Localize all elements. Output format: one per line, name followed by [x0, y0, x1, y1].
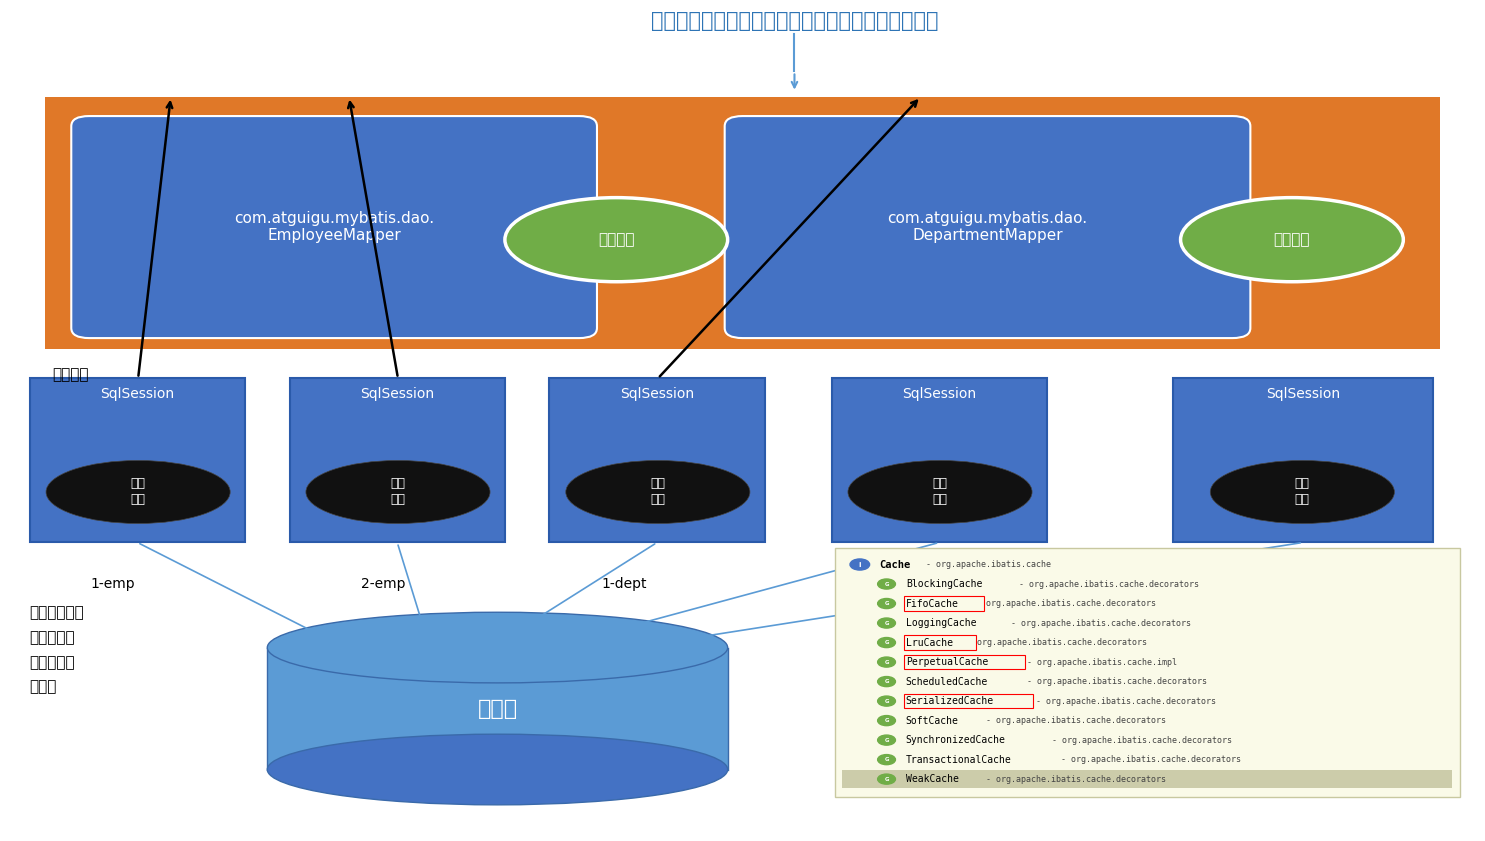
Text: G: G — [884, 659, 890, 664]
Text: 二级缓存: 二级缓存 — [1274, 232, 1310, 247]
Polygon shape — [267, 648, 728, 770]
Ellipse shape — [848, 461, 1032, 523]
FancyBboxPatch shape — [30, 378, 245, 542]
Circle shape — [878, 774, 895, 784]
Text: 新会话进入会先去查找二级缓存中是否有对应的数据: 新会话进入会先去查找二级缓存中是否有对应的数据 — [650, 11, 939, 31]
Text: TransactionalCache: TransactionalCache — [906, 754, 1011, 764]
Ellipse shape — [566, 461, 750, 523]
Circle shape — [878, 735, 895, 745]
Text: G: G — [884, 640, 890, 645]
FancyBboxPatch shape — [549, 378, 765, 542]
Circle shape — [878, 579, 895, 589]
FancyBboxPatch shape — [45, 97, 1440, 349]
Circle shape — [878, 696, 895, 706]
Text: G: G — [884, 601, 890, 606]
Text: G: G — [884, 738, 890, 743]
Text: 1-dept: 1-dept — [601, 578, 646, 591]
Text: - org.apache.ibatis.cache.decorators: - org.apache.ibatis.cache.decorators — [980, 775, 1166, 784]
Text: LruCache: LruCache — [906, 637, 953, 648]
Text: ScheduledCache: ScheduledCache — [906, 676, 988, 686]
Text: PerpetualCache: PerpetualCache — [906, 657, 988, 667]
Text: 缓存的顺序：
二级缓存；
一级缓存：
数据库: 缓存的顺序： 二级缓存； 一级缓存： 数据库 — [30, 606, 85, 695]
Ellipse shape — [1181, 198, 1403, 282]
Text: 1-emp: 1-emp — [91, 578, 135, 591]
Text: SqlSession: SqlSession — [903, 387, 976, 401]
FancyBboxPatch shape — [1173, 378, 1433, 542]
Text: WeakCache: WeakCache — [906, 774, 959, 784]
Circle shape — [849, 559, 870, 570]
Text: - org.apache.ibatis.cache.impl: - org.apache.ibatis.cache.impl — [1022, 658, 1178, 667]
Ellipse shape — [46, 461, 230, 523]
Text: SqlSession: SqlSession — [361, 387, 434, 401]
Text: 一级
缓存: 一级 缓存 — [391, 478, 405, 506]
Ellipse shape — [306, 461, 490, 523]
Text: - org.apache.ibatis.cache.decorators: - org.apache.ibatis.cache.decorators — [1031, 696, 1216, 706]
Circle shape — [878, 716, 895, 726]
Ellipse shape — [1210, 461, 1394, 523]
Ellipse shape — [505, 198, 728, 282]
FancyBboxPatch shape — [290, 378, 505, 542]
Text: G: G — [884, 718, 890, 723]
FancyBboxPatch shape — [835, 548, 1460, 797]
Text: 2-emp: 2-emp — [361, 578, 405, 591]
Text: SqlSession: SqlSession — [1267, 387, 1339, 401]
Text: SoftCache: SoftCache — [906, 716, 959, 726]
Circle shape — [878, 618, 895, 628]
Text: - org.apache.ibatis.cache.decorators: - org.apache.ibatis.cache.decorators — [1047, 736, 1233, 744]
Text: FifoCache: FifoCache — [906, 599, 959, 609]
Ellipse shape — [267, 612, 728, 683]
Text: - org.apache.ibatis.cache: - org.apache.ibatis.cache — [921, 560, 1051, 569]
Text: 数据库: 数据库 — [477, 699, 518, 718]
Text: org.apache.ibatis.cache.decorators: org.apache.ibatis.cache.decorators — [973, 638, 1148, 647]
Text: com.atguigu.mybatis.dao.
EmployeeMapper: com.atguigu.mybatis.dao. EmployeeMapper — [235, 211, 434, 243]
Text: 一级
缓存: 一级 缓存 — [1295, 478, 1310, 506]
Text: BlockingCache: BlockingCache — [906, 579, 982, 589]
Text: 一级
缓存: 一级 缓存 — [650, 478, 665, 506]
Text: G: G — [884, 776, 890, 781]
Text: 二级缓存: 二级缓存 — [598, 232, 634, 247]
FancyBboxPatch shape — [842, 770, 1452, 788]
FancyBboxPatch shape — [71, 116, 597, 338]
Circle shape — [878, 676, 895, 686]
Text: SqlSession: SqlSession — [101, 387, 174, 401]
Text: Cache: Cache — [879, 559, 910, 569]
Text: G: G — [884, 757, 890, 762]
Circle shape — [878, 599, 895, 609]
Text: org.apache.ibatis.cache.decorators: org.apache.ibatis.cache.decorators — [980, 599, 1155, 608]
Circle shape — [878, 637, 895, 648]
Text: 会话关闭: 会话关闭 — [52, 367, 89, 382]
Text: G: G — [884, 581, 890, 586]
Text: G: G — [884, 679, 890, 684]
Text: G: G — [884, 621, 890, 626]
Text: - org.apache.ibatis.cache.decorators: - org.apache.ibatis.cache.decorators — [1022, 677, 1207, 686]
Text: - org.apache.ibatis.cache.decorators: - org.apache.ibatis.cache.decorators — [1005, 618, 1191, 627]
Text: i: i — [858, 562, 861, 568]
Text: SynchronizedCache: SynchronizedCache — [906, 735, 1005, 745]
Text: - org.apache.ibatis.cache.decorators: - org.apache.ibatis.cache.decorators — [1056, 755, 1240, 764]
Text: SqlSession: SqlSession — [621, 387, 693, 401]
Text: G: G — [884, 699, 890, 704]
Text: SerializedCache: SerializedCache — [906, 696, 993, 706]
Text: com.atguigu.mybatis.dao.
DepartmentMapper: com.atguigu.mybatis.dao. DepartmentMappe… — [888, 211, 1087, 243]
Text: - org.apache.ibatis.cache.decorators: - org.apache.ibatis.cache.decorators — [1014, 579, 1198, 589]
Circle shape — [878, 754, 895, 764]
FancyBboxPatch shape — [832, 378, 1047, 542]
Text: 一级
缓存: 一级 缓存 — [131, 478, 146, 506]
Text: 1-emp: 1-emp — [936, 578, 980, 591]
Circle shape — [878, 657, 895, 667]
Text: - org.apache.ibatis.cache.decorators: - org.apache.ibatis.cache.decorators — [980, 716, 1166, 725]
Ellipse shape — [267, 734, 728, 805]
FancyBboxPatch shape — [725, 116, 1250, 338]
Text: LoggingCache: LoggingCache — [906, 618, 976, 628]
Text: 一级
缓存: 一级 缓存 — [933, 478, 947, 506]
